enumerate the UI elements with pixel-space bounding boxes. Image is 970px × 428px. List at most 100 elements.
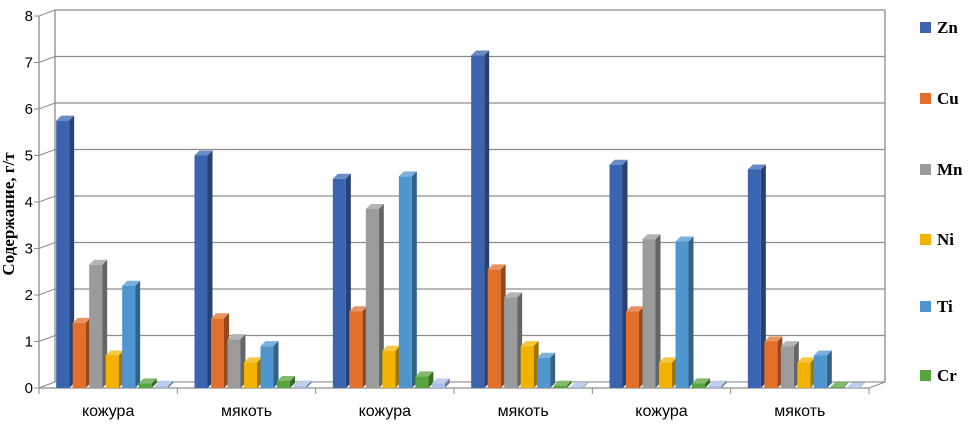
bar bbox=[194, 150, 213, 388]
legend-swatch bbox=[920, 22, 931, 33]
bar bbox=[105, 350, 124, 388]
x-tick-label: мякоть bbox=[774, 403, 825, 420]
bar bbox=[349, 306, 368, 388]
bar-top bbox=[349, 306, 368, 312]
bar bbox=[365, 203, 384, 388]
bar bbox=[293, 380, 312, 388]
legend-label: Mn bbox=[937, 160, 963, 179]
bar-side bbox=[721, 380, 727, 388]
bar-front bbox=[553, 385, 567, 388]
bar-front bbox=[398, 176, 412, 388]
bar bbox=[89, 259, 108, 388]
x-tick-label: кожура bbox=[359, 403, 412, 420]
bar-front bbox=[780, 346, 794, 388]
bar-top bbox=[692, 378, 710, 384]
bar-top bbox=[675, 236, 694, 242]
legend-label: Ni bbox=[937, 230, 954, 249]
bar bbox=[659, 357, 677, 388]
legend-item: Cu bbox=[920, 89, 959, 108]
bar-front bbox=[227, 339, 241, 388]
x-tick-label: кожура bbox=[82, 403, 135, 420]
bar-top bbox=[830, 382, 849, 388]
bar-front bbox=[609, 164, 623, 388]
bar-side bbox=[69, 115, 75, 388]
bar bbox=[56, 115, 75, 388]
bar bbox=[431, 378, 450, 388]
gridline-side bbox=[38, 335, 56, 342]
bar-top bbox=[155, 380, 174, 386]
bar-front bbox=[415, 376, 429, 388]
bar-top bbox=[659, 357, 677, 363]
legend-label: Cr bbox=[937, 366, 957, 385]
bar bbox=[780, 341, 799, 388]
bar-side bbox=[566, 380, 572, 388]
y-tick-label: 2 bbox=[25, 287, 33, 304]
gridline-side bbox=[38, 9, 56, 17]
bar-side bbox=[583, 382, 589, 388]
bar-front bbox=[537, 357, 551, 388]
bar-front bbox=[830, 387, 844, 388]
bar-front bbox=[194, 155, 208, 388]
bar bbox=[155, 380, 174, 388]
bar bbox=[675, 236, 694, 388]
bar-front bbox=[846, 387, 860, 389]
bar-top bbox=[56, 115, 75, 121]
y-axis-label: Содержание, г/т bbox=[0, 152, 18, 276]
bar-front bbox=[277, 381, 290, 388]
bar bbox=[260, 341, 279, 388]
gridline-side bbox=[38, 288, 56, 296]
bar-top bbox=[398, 171, 417, 177]
bar bbox=[626, 306, 644, 388]
gridline-side bbox=[38, 56, 56, 63]
bar bbox=[382, 345, 401, 388]
bar-top bbox=[260, 341, 279, 347]
bar-top bbox=[211, 313, 229, 319]
bar-side bbox=[411, 171, 417, 388]
legend-item: Ni bbox=[920, 230, 954, 249]
bar bbox=[211, 313, 229, 388]
bar-front bbox=[56, 120, 70, 388]
bar-top bbox=[72, 317, 91, 323]
bar-side bbox=[843, 382, 849, 388]
bar bbox=[708, 380, 727, 388]
x-tick-label: мякоть bbox=[498, 403, 549, 420]
bar-front bbox=[813, 355, 827, 388]
bar-top bbox=[332, 173, 351, 179]
bar-top bbox=[846, 382, 865, 388]
gridline-side bbox=[38, 242, 56, 249]
bar bbox=[813, 350, 832, 388]
y-tick-label: 1 bbox=[25, 334, 33, 351]
bar-top bbox=[520, 341, 539, 347]
bar-front bbox=[72, 322, 86, 388]
bar-top bbox=[642, 234, 661, 240]
bar bbox=[277, 376, 295, 388]
gridline-side bbox=[38, 102, 56, 110]
bar-top bbox=[504, 292, 523, 298]
bar bbox=[72, 317, 91, 388]
bar-front bbox=[332, 178, 346, 388]
bar-side bbox=[826, 350, 832, 388]
bar-top bbox=[747, 164, 766, 170]
bar-front bbox=[244, 362, 257, 388]
bar-front bbox=[708, 385, 722, 388]
legend-label: Zn bbox=[937, 18, 958, 37]
bar-front bbox=[349, 311, 363, 388]
bar-top bbox=[431, 378, 450, 384]
bar-side bbox=[273, 341, 279, 388]
legend-item: Cr bbox=[920, 366, 957, 385]
bar-front bbox=[382, 350, 396, 388]
bar bbox=[797, 357, 816, 388]
bar-top bbox=[487, 264, 506, 270]
bar bbox=[471, 50, 490, 389]
bar bbox=[398, 171, 417, 388]
gridline-side bbox=[38, 149, 56, 156]
x-tick-label: мякоть bbox=[221, 403, 272, 420]
bar bbox=[332, 173, 351, 388]
bar-front bbox=[260, 346, 274, 388]
bar bbox=[642, 234, 661, 388]
bar-front bbox=[764, 341, 778, 388]
bar-top bbox=[122, 280, 141, 286]
bar-side bbox=[655, 234, 661, 388]
bar bbox=[244, 357, 262, 388]
